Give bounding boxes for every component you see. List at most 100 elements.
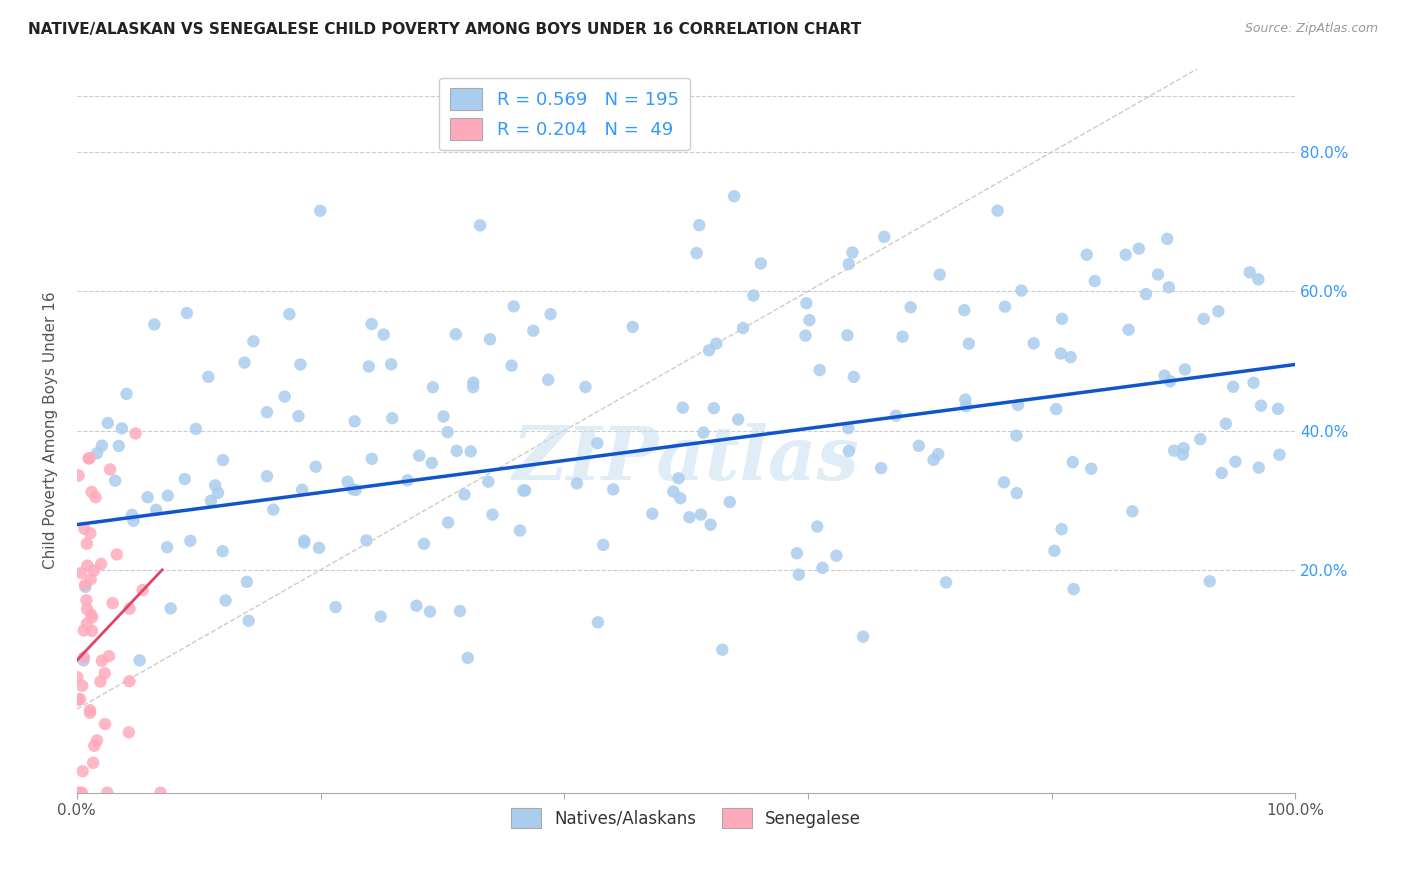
Point [468,219,491,233]
Point [537,373,560,387]
Point [787,567,810,582]
Point [408,449,430,463]
Point [1211,466,1233,480]
Point [93,666,115,681]
Point [356,533,378,548]
Point [1247,272,1270,286]
Point [405,599,427,613]
Point [98,462,121,476]
Point [884,409,907,423]
Point [69,692,91,706]
Point [678,510,700,524]
Point [436,425,458,439]
Point [1268,448,1291,462]
Point [122,514,145,528]
Point [1243,376,1265,390]
Point [1192,311,1215,326]
Point [1063,582,1085,596]
Point [662,484,685,499]
Point [143,318,166,332]
Point [1174,362,1197,376]
Point [1156,232,1178,246]
Point [83,739,105,753]
Point [292,533,315,548]
Point [842,370,865,384]
Point [522,324,544,338]
Point [101,596,124,610]
Point [70,566,93,580]
Point [957,336,980,351]
Point [1084,274,1107,288]
Point [97,416,120,430]
Point [214,593,236,607]
Point [75,578,97,592]
Point [121,508,143,522]
Point [727,412,749,426]
Point [794,328,817,343]
Point [82,756,104,770]
Point [128,653,150,667]
Point [73,650,96,665]
Point [176,306,198,320]
Point [131,582,153,597]
Point [1157,280,1180,294]
Point [115,387,138,401]
Point [96,786,118,800]
Text: Source: ZipAtlas.com: Source: ZipAtlas.com [1244,22,1378,36]
Point [838,444,860,458]
Point [463,380,485,394]
Point [82,610,104,624]
Point [704,336,727,351]
Point [211,544,233,558]
Point [76,537,98,551]
Point [1022,336,1045,351]
Point [76,602,98,616]
Point [422,380,444,394]
Point [290,358,312,372]
Point [540,307,562,321]
Y-axis label: Child Poverty Among Boys Under 16: Child Poverty Among Boys Under 16 [44,292,58,569]
Point [692,425,714,440]
Point [233,356,256,370]
Point [1135,287,1157,301]
Point [432,409,454,424]
Point [90,654,112,668]
Point [592,538,614,552]
Point [749,256,772,270]
Point [291,483,314,497]
Point [124,426,146,441]
Point [104,474,127,488]
Point [1247,460,1270,475]
Point [419,605,441,619]
Point [1050,311,1073,326]
Point [806,519,828,533]
Point [993,475,1015,490]
Point [1005,486,1028,500]
Point [72,764,94,779]
Legend: Natives/Alaskans, Senegalese: Natives/Alaskans, Senegalese [505,801,868,835]
Point [73,624,96,638]
Point [502,299,524,313]
Point [838,257,860,271]
Point [565,476,588,491]
Point [105,548,128,562]
Point [77,451,100,466]
Point [79,706,101,720]
Point [1043,543,1066,558]
Point [1153,368,1175,383]
Point [89,674,111,689]
Point [204,478,226,492]
Point [1076,248,1098,262]
Point [668,471,690,485]
Point [837,328,859,343]
Point [922,453,945,467]
Point [1163,443,1185,458]
Point [118,674,141,689]
Point [207,485,229,500]
Point [67,468,90,483]
Point [413,537,436,551]
Point [723,189,745,203]
Point [118,725,141,739]
Point [699,517,721,532]
Point [437,516,460,530]
